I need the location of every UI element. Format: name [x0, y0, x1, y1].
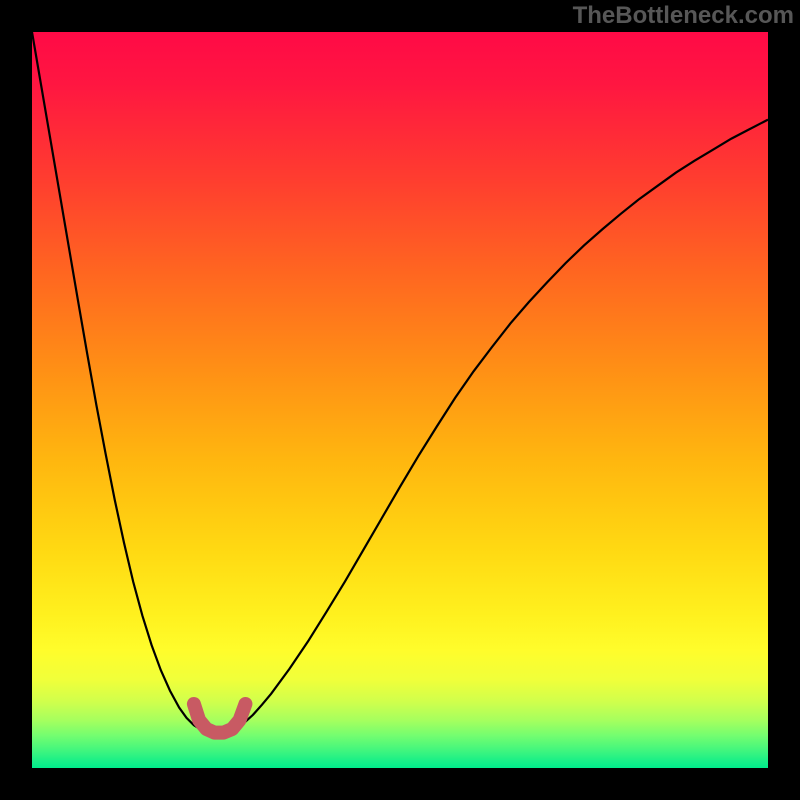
curve-left [32, 32, 209, 731]
well-marker [194, 704, 246, 733]
plot-frame [30, 30, 770, 770]
chart-svg [32, 32, 768, 768]
chart-container: TheBottleneck.com [0, 0, 800, 800]
curve-right [231, 120, 768, 732]
attribution-watermark: TheBottleneck.com [573, 2, 794, 30]
